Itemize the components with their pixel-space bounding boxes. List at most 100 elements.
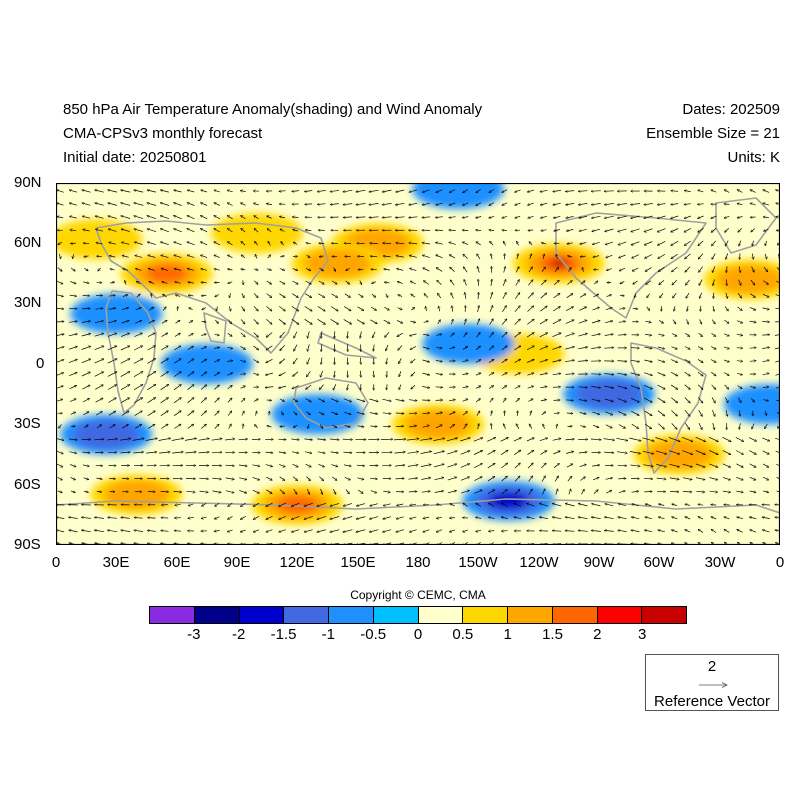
wind-arrow (422, 255, 430, 258)
anomaly-contour (146, 264, 187, 283)
wind-arrow (462, 217, 469, 218)
wind-arrow (762, 307, 770, 310)
wind-arrow (253, 293, 258, 298)
wind-arrow (96, 243, 103, 244)
wind-arrow (737, 292, 742, 298)
lon-label: 150E (340, 554, 376, 571)
wind-arrow (450, 518, 455, 519)
wind-arrow (449, 333, 454, 337)
wind-arrow (462, 346, 468, 350)
wind-arrow (57, 217, 64, 218)
wind-arrow (477, 267, 480, 273)
wind-arrow (227, 333, 232, 336)
wind-arrow (552, 333, 562, 338)
wind-arrow (475, 346, 480, 351)
wind-arrow (266, 319, 272, 324)
wind-arrow (69, 372, 77, 377)
wind-arrow (539, 360, 548, 363)
wind-arrow (738, 279, 741, 286)
wind-arrow (356, 217, 366, 218)
wind-arrow (578, 320, 587, 324)
wind-arrow (737, 217, 743, 218)
wind-arrow (617, 215, 627, 218)
wind-arrow (489, 230, 495, 231)
chart-title: 850 hPa Air Temperature Anomaly(shading)… (63, 101, 483, 118)
lon-label: 30W (704, 554, 736, 571)
wind-arrow (645, 321, 652, 322)
wind-arrow (631, 204, 640, 205)
wind-arrow (162, 307, 166, 311)
wind-arrow (567, 426, 573, 427)
wind-arrow (382, 217, 392, 218)
wind-arrow (514, 306, 520, 312)
wind-arrow (174, 242, 182, 246)
wind-arrow (527, 386, 534, 389)
wind-arrow (684, 240, 691, 246)
wind-arrow (107, 333, 117, 337)
wind-arrow (449, 255, 456, 259)
wind-arrow (672, 266, 678, 272)
wind-arrow (422, 202, 431, 205)
wind-arrow (305, 293, 311, 298)
initial-date: Initial date: 20250801 (63, 149, 207, 166)
wind-arrow (659, 320, 663, 323)
wind-arrow (371, 293, 376, 297)
wind-arrow (489, 216, 495, 218)
wind-arrow (435, 387, 443, 388)
wind-arrow (528, 230, 534, 231)
wind-arrow (684, 346, 690, 350)
wind-arrow (107, 385, 117, 390)
wind-arrow (134, 229, 144, 232)
wind-arrow (517, 241, 519, 246)
wind-arrow (501, 346, 507, 351)
wind-arrow (241, 255, 246, 259)
wind-arrow (698, 253, 704, 259)
wind-arrow (214, 360, 219, 363)
wind-arrow (187, 359, 194, 364)
wind-arrow (344, 293, 351, 298)
wind-arrow (504, 267, 506, 273)
wind-arrow (462, 202, 469, 205)
wind-arrow (384, 306, 389, 310)
wind-arrow (409, 202, 418, 205)
wind-arrow (174, 346, 181, 351)
wind-arrow (293, 357, 298, 364)
wind-arrow (200, 242, 208, 246)
wind-arrow (108, 203, 118, 206)
wind-arrow (356, 189, 366, 192)
wind-arrow (253, 319, 259, 324)
wind-arrow (530, 254, 532, 260)
wind-arrow (464, 280, 467, 286)
wind-arrow (304, 306, 312, 311)
wind-arrow (120, 385, 130, 391)
wind-arrow (266, 269, 272, 271)
wind-arrow (292, 280, 299, 284)
wind-arrow (475, 373, 481, 376)
wind-arrow (501, 359, 507, 363)
wind-arrow (606, 295, 612, 297)
wind-arrow (240, 346, 246, 349)
wind-arrow (294, 344, 298, 351)
wind-arrow (307, 344, 310, 351)
wind-arrow (293, 242, 298, 245)
wind-arrow (120, 372, 130, 377)
wind-arrow (384, 282, 390, 283)
wind-arrow (592, 215, 601, 218)
wind-arrow (592, 241, 600, 244)
wind-arrow (305, 280, 312, 284)
lon-label: 30E (102, 554, 130, 571)
anomaly-contour (716, 265, 780, 294)
wind-arrow (476, 332, 481, 338)
wind-arrow (491, 254, 492, 260)
wind-arrow (502, 279, 506, 286)
wind-arrow (305, 191, 313, 192)
wind-arrow (360, 331, 361, 339)
wind-arrow (698, 332, 703, 337)
wind-arrow (737, 373, 742, 375)
wind-arrow (385, 293, 388, 298)
wind-arrow (606, 254, 613, 257)
wind-arrow (528, 267, 533, 273)
wind-arrow (437, 293, 442, 299)
wind-arrow (294, 331, 298, 339)
wind-arrow (267, 255, 271, 259)
